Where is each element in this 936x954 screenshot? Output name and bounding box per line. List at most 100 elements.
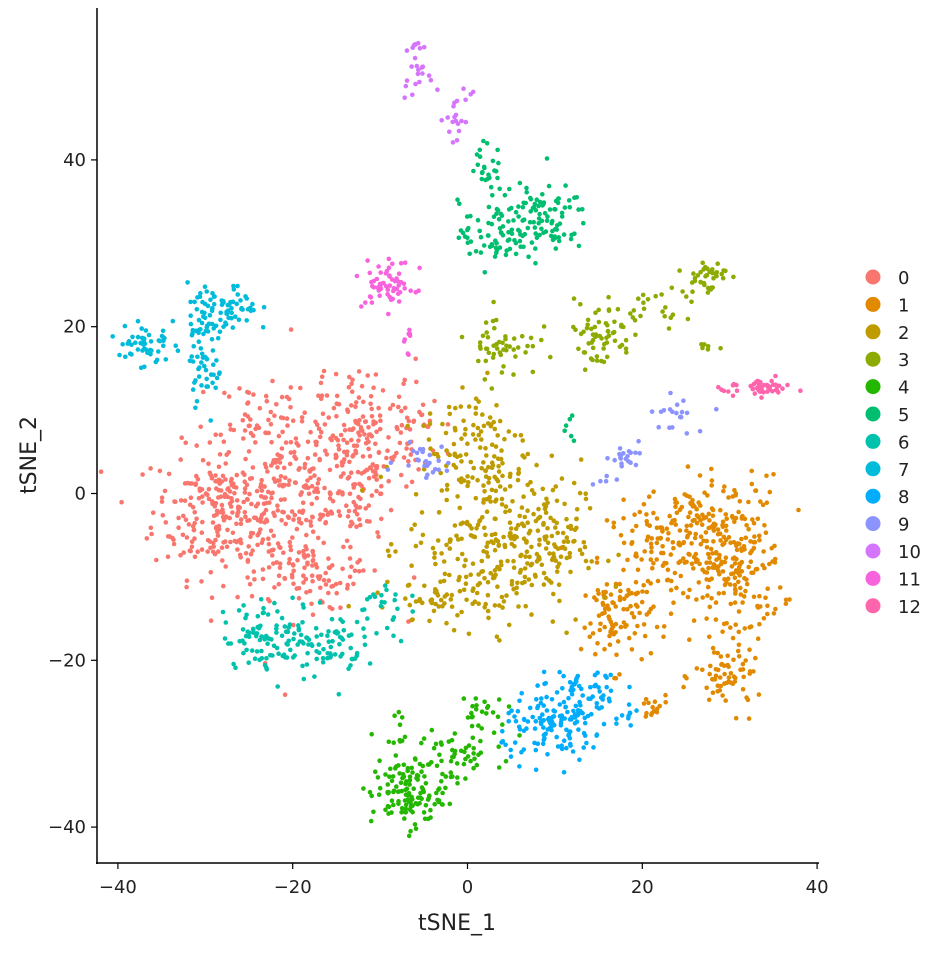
point-cluster-6 (314, 634, 320, 639)
point-cluster-1 (604, 518, 610, 523)
point-cluster-8 (619, 713, 625, 718)
point-cluster-0 (386, 435, 391, 440)
point-cluster-1 (764, 500, 770, 506)
point-cluster-0 (366, 503, 372, 508)
point-cluster-11 (380, 281, 385, 286)
point-cluster-5 (507, 186, 512, 192)
point-cluster-2 (483, 468, 489, 474)
point-cluster-2 (550, 619, 556, 624)
point-cluster-2 (520, 453, 525, 458)
point-cluster-3 (504, 347, 509, 353)
point-cluster-6 (281, 652, 287, 657)
point-cluster-6 (362, 642, 368, 648)
point-cluster-10 (403, 83, 409, 89)
point-cluster-1 (720, 519, 726, 525)
point-cluster-0 (401, 381, 406, 387)
point-cluster-2 (533, 518, 539, 524)
point-cluster-6 (241, 603, 246, 608)
point-cluster-4 (429, 727, 435, 733)
point-cluster-1 (600, 602, 606, 608)
point-cluster-2 (549, 453, 555, 459)
point-cluster-0 (270, 378, 275, 384)
point-cluster-0 (268, 409, 274, 415)
point-cluster-11 (383, 284, 389, 289)
point-cluster-0 (171, 541, 177, 547)
point-cluster-7 (207, 313, 213, 318)
point-cluster-0 (230, 510, 235, 515)
point-cluster-11 (417, 265, 422, 271)
point-cluster-1 (595, 641, 600, 646)
point-cluster-9 (432, 467, 438, 472)
point-cluster-3 (482, 377, 488, 382)
point-cluster-5 (475, 162, 481, 168)
point-cluster-0 (209, 595, 215, 600)
point-cluster-6 (398, 638, 404, 644)
point-cluster-2 (489, 487, 495, 493)
point-cluster-0 (205, 549, 210, 554)
point-cluster-2 (493, 444, 499, 449)
point-cluster-5 (553, 246, 559, 251)
point-cluster-6 (365, 616, 370, 621)
point-cluster-5 (559, 210, 565, 216)
point-cluster-6 (237, 638, 242, 644)
point-cluster-2 (485, 554, 491, 559)
y-tick-label: −40 (48, 817, 86, 838)
point-cluster-0 (356, 430, 361, 436)
point-cluster-1 (751, 546, 756, 551)
point-cluster-7 (198, 327, 203, 332)
point-cluster-12 (769, 378, 774, 384)
point-cluster-4 (437, 752, 442, 758)
point-cluster-8 (527, 705, 533, 711)
point-cluster-2 (346, 603, 352, 609)
point-cluster-5 (477, 228, 483, 234)
point-cluster-1 (747, 671, 752, 676)
point-cluster-5 (480, 169, 485, 175)
point-cluster-1 (757, 537, 762, 543)
point-cluster-0 (326, 415, 332, 420)
point-cluster-3 (511, 336, 517, 341)
point-cluster-1 (674, 510, 680, 516)
point-cluster-0 (188, 495, 194, 501)
point-cluster-2 (521, 494, 526, 500)
point-cluster-1 (673, 500, 678, 505)
point-cluster-1 (720, 542, 725, 548)
legend-label: 2 (898, 323, 909, 344)
point-cluster-2 (520, 438, 525, 443)
point-cluster-3 (582, 350, 588, 355)
point-cluster-8 (533, 767, 539, 773)
point-cluster-5 (562, 205, 568, 210)
point-cluster-0 (308, 523, 314, 528)
point-cluster-0 (337, 513, 343, 518)
point-cluster-2 (583, 558, 589, 564)
point-cluster-2 (508, 526, 514, 531)
point-cluster-8 (634, 708, 639, 713)
point-cluster-9 (681, 398, 686, 404)
point-cluster-0 (362, 432, 367, 437)
point-cluster-1 (760, 562, 765, 568)
point-cluster-9 (670, 409, 675, 415)
point-cluster-8 (558, 723, 564, 728)
point-cluster-0 (276, 573, 282, 578)
point-cluster-4 (427, 793, 432, 798)
point-cluster-0 (357, 557, 363, 563)
point-cluster-10 (420, 64, 426, 69)
point-cluster-0 (323, 582, 329, 587)
point-cluster-1 (751, 594, 757, 600)
point-cluster-1 (722, 681, 727, 686)
point-cluster-1 (721, 590, 726, 596)
point-cluster-5 (544, 218, 550, 223)
point-cluster-0 (212, 551, 218, 557)
point-cluster-11 (408, 288, 414, 294)
point-cluster-6 (305, 650, 310, 656)
point-cluster-6 (288, 647, 293, 653)
point-cluster-2 (504, 593, 509, 598)
point-cluster-7 (200, 355, 206, 360)
point-cluster-5 (465, 240, 471, 245)
point-cluster-4 (383, 772, 388, 777)
point-cluster-10 (447, 129, 452, 135)
point-cluster-5 (528, 209, 533, 214)
point-cluster-7 (204, 289, 209, 294)
point-cluster-8 (579, 686, 584, 692)
point-cluster-0 (220, 558, 225, 563)
point-cluster-1 (663, 692, 668, 698)
